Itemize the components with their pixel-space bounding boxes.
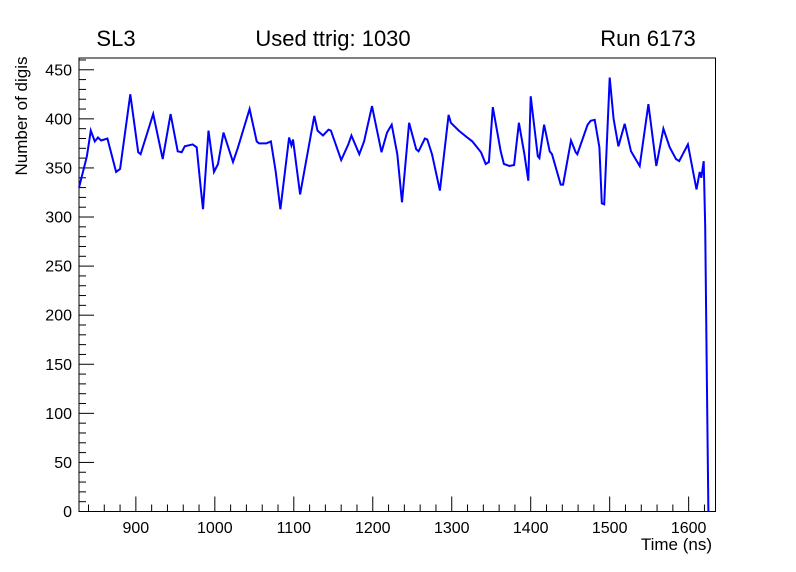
x-axis-ticks [87, 496, 705, 512]
svg-text:1200: 1200 [355, 520, 391, 537]
run-number-label: Run 6173 [600, 26, 696, 51]
plot-frame [78, 57, 716, 512]
svg-text:1600: 1600 [671, 520, 707, 537]
svg-text:1100: 1100 [277, 520, 312, 537]
y-axis-ticks [79, 59, 94, 512]
svg-text:0: 0 [63, 504, 72, 521]
svg-text:400: 400 [45, 111, 72, 128]
superlayer-label: SL3 [96, 26, 136, 51]
svg-text:50: 50 [54, 455, 72, 472]
data-polyline [78, 77, 710, 512]
x-axis-title: Time (ns) [640, 535, 712, 554]
svg-text:450: 450 [45, 62, 72, 79]
svg-text:300: 300 [45, 210, 72, 227]
x-tick-labels: 900 1000 1100 1200 1300 1400 1500 1600 [123, 520, 707, 537]
svg-text:1000: 1000 [197, 520, 233, 537]
svg-text:1500: 1500 [592, 520, 628, 537]
svg-text:150: 150 [45, 357, 72, 374]
svg-text:1400: 1400 [513, 520, 549, 537]
svg-text:200: 200 [45, 308, 72, 325]
svg-text:350: 350 [45, 160, 72, 177]
svg-text:900: 900 [123, 520, 150, 537]
plot-title: Used ttrig: 1030 [255, 26, 411, 51]
svg-text:1300: 1300 [434, 520, 470, 537]
svg-text:250: 250 [45, 259, 72, 276]
y-tick-labels: 0 50 100 150 200 250 300 350 400 450 [45, 62, 72, 521]
svg-text:100: 100 [45, 406, 72, 423]
